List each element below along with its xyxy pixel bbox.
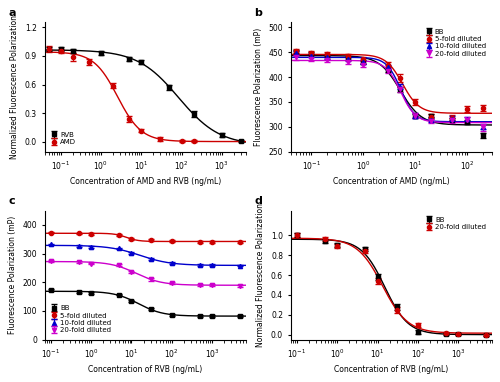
Text: a: a — [8, 8, 16, 18]
X-axis label: Concentration of AMD (ng/mL): Concentration of AMD (ng/mL) — [333, 177, 450, 186]
X-axis label: Concentration of RVB (ng/mL): Concentration of RVB (ng/mL) — [88, 365, 202, 374]
Legend: BB, 5-fold diluted, 10-fold diluted, 20-fold diluted: BB, 5-fold diluted, 10-fold diluted, 20-… — [423, 26, 488, 60]
Text: c: c — [8, 196, 15, 206]
Y-axis label: Fluorescence Polarization (mP): Fluorescence Polarization (mP) — [8, 216, 17, 334]
Y-axis label: Normalized Fluorescence Polarization: Normalized Fluorescence Polarization — [256, 203, 266, 347]
X-axis label: Concentration of AMD and RVB (ng/mL): Concentration of AMD and RVB (ng/mL) — [70, 177, 221, 186]
Legend: BB, 5-fold diluted, 10-fold diluted, 20-fold diluted: BB, 5-fold diluted, 10-fold diluted, 20-… — [48, 303, 114, 336]
X-axis label: Concentration of RVB (ng/mL): Concentration of RVB (ng/mL) — [334, 365, 448, 374]
Legend: BB, 20-fold diluted: BB, 20-fold diluted — [423, 214, 488, 233]
Text: d: d — [254, 196, 262, 206]
Y-axis label: Normalized Fluorescence Polarization: Normalized Fluorescence Polarization — [10, 15, 20, 159]
Text: b: b — [254, 8, 262, 18]
Legend: RVB, AMD: RVB, AMD — [48, 129, 78, 148]
Y-axis label: Fluorescence Polarization (mP): Fluorescence Polarization (mP) — [254, 28, 263, 146]
